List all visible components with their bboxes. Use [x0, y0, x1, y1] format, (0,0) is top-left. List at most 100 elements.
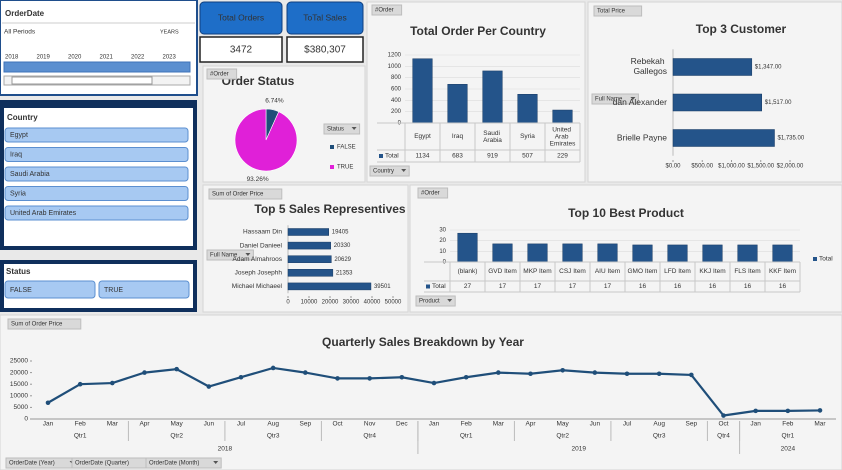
kpi-box: [286, 36, 364, 63]
legend-swatch: [330, 145, 334, 149]
x-tick-label: Jun: [204, 421, 215, 428]
quarters-label: Qtr4: [363, 433, 376, 440]
x-tick-label: Oct: [332, 421, 342, 428]
y-tick-label: 600: [391, 87, 402, 93]
field-button-label: Sum of Order Price: [212, 192, 264, 198]
field-button[interactable]: [208, 188, 283, 200]
slicer-item[interactable]: [4, 127, 189, 143]
text-line: Rebekah: [631, 56, 667, 66]
field-button-label: OrderDate (Month): [149, 461, 199, 467]
slicer-item-label: United Arab Emirates: [10, 210, 77, 217]
chart-panel: [409, 184, 842, 313]
kpi-label: Total Orders: [218, 12, 264, 22]
table-value: 683: [452, 153, 463, 160]
quarters-label: Qtr1: [782, 433, 795, 440]
field-button[interactable]: [591, 93, 639, 105]
kpi-header: [199, 1, 283, 35]
field-button[interactable]: [206, 249, 254, 261]
slicer-item[interactable]: [4, 205, 189, 221]
bar: [492, 243, 513, 263]
bar: [287, 282, 372, 291]
timeline-year: 2020: [68, 55, 82, 61]
point: [496, 370, 501, 375]
field-button[interactable]: [369, 165, 410, 177]
chart-panel: [587, 1, 842, 183]
field-button[interactable]: [371, 4, 403, 16]
x-tick-label: $1,500.00: [747, 164, 774, 170]
point: [77, 381, 83, 387]
text-line: Gallegos: [633, 66, 667, 76]
field-button-label: #Order: [210, 72, 229, 78]
table-value: 16: [709, 283, 717, 290]
point: [206, 384, 212, 389]
bar: [552, 109, 573, 124]
y-tick-label: 1000: [388, 64, 402, 70]
text-line: United: [552, 126, 573, 133]
scroll-thumb[interactable]: [11, 76, 153, 85]
bar: [632, 244, 653, 263]
quarters-label: Qtr3: [653, 433, 666, 440]
point: [721, 413, 726, 418]
x-tick-label: Aug: [653, 421, 665, 428]
field-button[interactable]: [206, 68, 238, 80]
legend-label: Total: [432, 283, 446, 290]
text-line: Emirates: [550, 140, 576, 147]
y-tick-label: 10000: [10, 393, 28, 400]
table-category: GVD Item: [488, 268, 517, 275]
table-category: GMO Item: [628, 268, 658, 275]
bar: [287, 228, 330, 236]
x-tick-label: Oct: [718, 421, 728, 428]
category-label: Daniel Danieel: [240, 242, 283, 249]
x-tick-label: Sep: [300, 421, 312, 428]
quarters-label: Qtr2: [170, 433, 183, 440]
slicer-level: YEARS: [160, 29, 179, 35]
years-label: 2019: [572, 446, 587, 453]
point: [110, 380, 115, 386]
slicer-item[interactable]: [4, 186, 189, 201]
point: [45, 400, 51, 406]
y-tick-label: 400: [391, 98, 402, 104]
chart-title: Top 5 Sales Representives: [254, 202, 406, 216]
bar: [562, 243, 583, 263]
slicer-item[interactable]: [4, 166, 189, 182]
table-category: AIU Item: [595, 268, 620, 275]
x-tick-label: Jan: [429, 421, 440, 428]
kpi-box: [199, 36, 283, 63]
point: [270, 365, 276, 371]
table-value: 919: [487, 153, 498, 160]
timeline-year: 2018: [5, 55, 19, 61]
x-tick-label: Apr: [139, 421, 150, 428]
bar: [527, 243, 548, 263]
slicer-item-label: Saudi Arabia: [10, 171, 50, 178]
category-label: Joseph Josephh: [235, 270, 283, 277]
table-value: 16: [674, 283, 682, 290]
field-button-label: OrderDate (Quarter): [75, 461, 129, 467]
dropdown-arrow: [245, 253, 251, 256]
field-button[interactable]: [415, 295, 456, 307]
dropdown-arrow: [630, 97, 636, 100]
field-button[interactable]: [417, 187, 449, 199]
kpi-header: [286, 1, 364, 35]
slicer-item[interactable]: [4, 147, 189, 162]
data-label: 19405: [332, 230, 349, 236]
data-label: $1,347.00: [755, 65, 782, 71]
field-button-label: Product: [419, 299, 440, 305]
slicer-item[interactable]: [4, 280, 96, 299]
category-label: Michael Michaeel: [232, 283, 283, 290]
data-label: 20629: [334, 257, 351, 263]
text-line: Saudi: [483, 130, 501, 137]
slicer-item[interactable]: [98, 280, 190, 299]
x-tick-label: Feb: [782, 421, 794, 428]
x-tick-label: 10000: [301, 300, 318, 306]
y-tick-label: 20: [439, 238, 446, 244]
text-line: Arab: [555, 133, 571, 140]
point: [238, 374, 244, 380]
category-label: Adam Almahroos: [233, 256, 283, 263]
field-button[interactable]: [7, 318, 82, 330]
slicer-item-label: Iraq: [10, 151, 22, 158]
field-button[interactable]: [593, 5, 643, 17]
x-tick-label: Feb: [461, 421, 473, 428]
field-button[interactable]: [323, 123, 361, 135]
quarters-label: Qtr1: [74, 433, 87, 440]
field-button[interactable]: [145, 457, 222, 469]
